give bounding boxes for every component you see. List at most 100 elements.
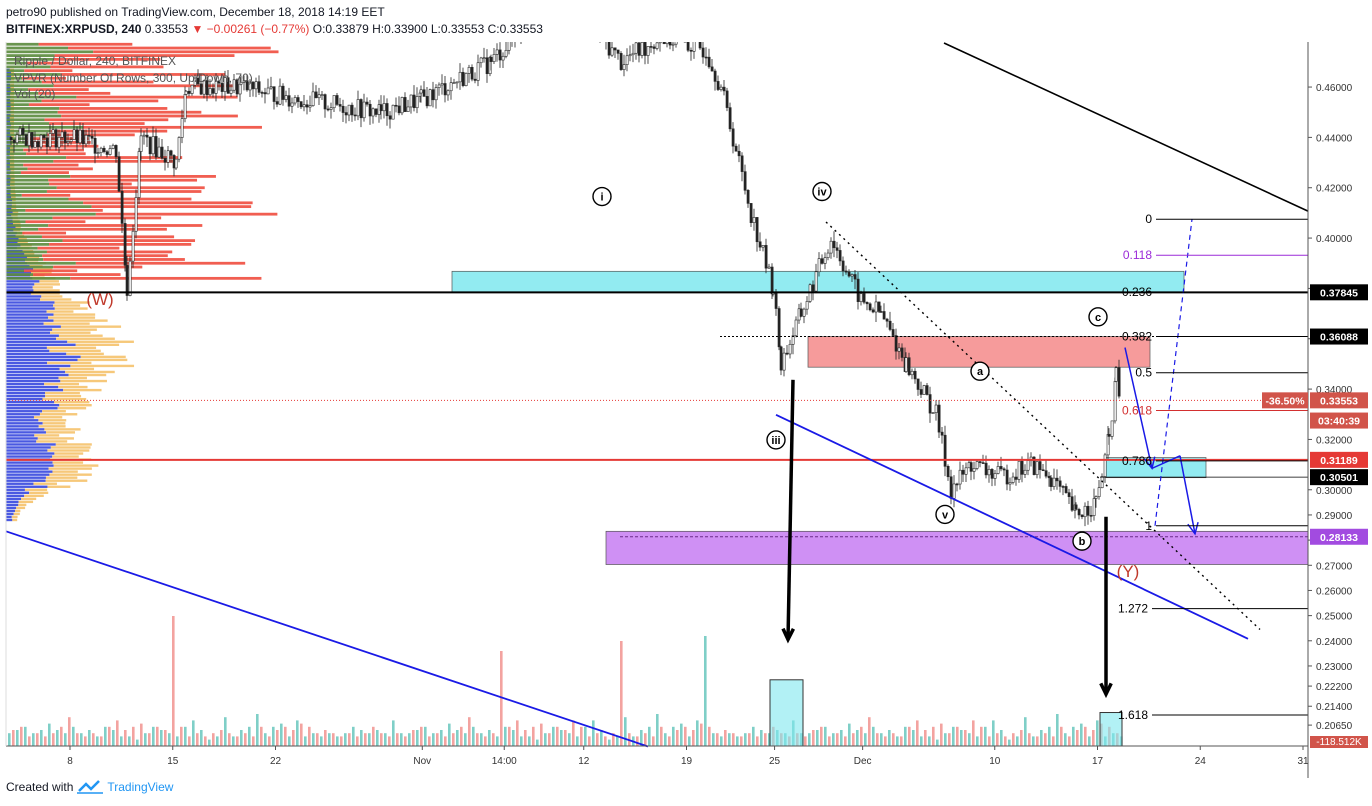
volume-bar bbox=[232, 736, 235, 746]
volume-bar bbox=[104, 726, 107, 746]
vpvr-upper-up-bar bbox=[6, 216, 53, 220]
vpvr-upper-up-bar bbox=[6, 242, 50, 246]
volume-bar bbox=[648, 726, 651, 746]
vpvr-upper-up-bar bbox=[6, 61, 27, 65]
candle-body bbox=[949, 476, 953, 499]
wave-label-c-circle bbox=[1088, 307, 1108, 327]
volume-bar bbox=[360, 730, 363, 746]
candle-body bbox=[90, 135, 94, 139]
volume-bar bbox=[712, 733, 715, 746]
candle-body bbox=[501, 55, 505, 61]
volume-bar bbox=[372, 726, 375, 746]
vpvr-upper-down-bar bbox=[38, 227, 167, 231]
volume-bar bbox=[416, 730, 419, 746]
volume-bar bbox=[208, 739, 211, 746]
volume-bar bbox=[344, 733, 347, 746]
candle-body bbox=[385, 103, 389, 117]
volume-bar bbox=[952, 726, 955, 746]
price-tick-label: 0.23000 bbox=[1316, 662, 1353, 673]
vpvr-upper-down-bar bbox=[82, 125, 262, 129]
candle-body bbox=[749, 203, 753, 223]
vpvr-up-bar bbox=[6, 343, 76, 346]
tradingview-brand[interactable]: TradingView bbox=[107, 780, 174, 794]
vpvr-down-bar bbox=[45, 479, 88, 482]
vpvr-up-bar bbox=[6, 422, 43, 425]
volume-bar bbox=[736, 736, 739, 746]
candle-body bbox=[45, 137, 49, 148]
fib-label: 0.618 bbox=[1122, 403, 1152, 417]
candle-body bbox=[826, 252, 830, 258]
vpvr-down-bar bbox=[12, 222, 21, 226]
vpvr-up-bar bbox=[6, 352, 67, 356]
vpvr-up-bar bbox=[6, 89, 11, 93]
volume-bar bbox=[548, 733, 551, 746]
vpvr-upper-down-bar bbox=[95, 212, 278, 216]
chart-background bbox=[0, 42, 1372, 778]
vpvr-upper-down-bar bbox=[62, 239, 196, 242]
candle-body bbox=[622, 64, 626, 70]
candle-body bbox=[27, 132, 31, 146]
vpvr-down-bar bbox=[39, 413, 78, 416]
time-tick-label: 8 bbox=[67, 756, 73, 767]
volume-bar bbox=[876, 733, 879, 746]
volume-bar bbox=[700, 723, 703, 746]
chart-header: petro90 published on TradingView.com, De… bbox=[0, 0, 1372, 42]
vpvr-down-bar bbox=[52, 328, 97, 331]
fib-label: 0 bbox=[1145, 212, 1152, 226]
volume-bar bbox=[1052, 736, 1055, 746]
vpvr-up-bar bbox=[6, 319, 54, 322]
candle-body bbox=[674, 42, 678, 45]
candle-body bbox=[428, 89, 432, 107]
candle-body bbox=[42, 134, 46, 139]
vpvr-up-bar bbox=[6, 349, 50, 353]
vpvr-upper-down-bar bbox=[49, 122, 145, 125]
fibonacci-levels[interactable]: 0 0.118 0.236 0.382 0.5 0.618 0.786 1 1.272 1.618 bbox=[1118, 212, 1308, 722]
vpvr-down-bar bbox=[63, 388, 102, 392]
candle-body bbox=[397, 105, 401, 114]
vpvr-upper-up-bar bbox=[6, 99, 42, 103]
price-tick-label: 0.30000 bbox=[1316, 486, 1353, 497]
candle-body bbox=[242, 80, 246, 83]
price-tick-label: 0.44000 bbox=[1316, 133, 1353, 144]
volume-bar bbox=[708, 726, 711, 746]
long-resistance-line bbox=[943, 42, 1309, 212]
candle-body bbox=[184, 90, 188, 95]
candle-body bbox=[802, 308, 806, 317]
vpvr-upper-up-bar bbox=[6, 80, 42, 84]
vpvr-upper-down-bar bbox=[48, 178, 198, 182]
vpvr-up-bar bbox=[6, 467, 49, 470]
fib-label: 1 bbox=[1145, 519, 1152, 533]
vpvr-down-bar bbox=[77, 358, 128, 362]
volume-bar bbox=[892, 733, 895, 746]
vpvr-down-bar bbox=[11, 207, 17, 211]
vpvr-down-bar bbox=[45, 476, 78, 479]
price-chart[interactable]: 0 0.118 0.236 0.382 0.5 0.618 0.786 1 1.272 1.618… bbox=[0, 42, 1372, 778]
candle-body bbox=[238, 83, 242, 95]
candle-body bbox=[476, 62, 480, 81]
candle-body bbox=[788, 343, 792, 355]
candle-body bbox=[916, 378, 920, 390]
candle-body bbox=[952, 483, 956, 499]
vpvr-up-bar bbox=[6, 283, 35, 286]
volume-bar bbox=[620, 641, 623, 746]
vpvr-upper-up-bar bbox=[6, 167, 28, 171]
candle-body bbox=[235, 79, 239, 95]
vpvr-up-bar bbox=[6, 180, 11, 183]
time-tick-label: 10 bbox=[989, 756, 1001, 767]
volume-bar bbox=[20, 726, 23, 746]
candle-body bbox=[799, 308, 803, 317]
candle-body bbox=[999, 466, 1003, 470]
candle-body bbox=[504, 49, 508, 57]
wave-label-i: i bbox=[600, 192, 603, 204]
vpvr-down-bar bbox=[32, 286, 53, 289]
vpvr-up-bar bbox=[6, 425, 39, 428]
trend-lines[interactable] bbox=[5, 42, 1309, 748]
volume-bar bbox=[32, 733, 35, 746]
vpvr-up-bar bbox=[6, 373, 69, 377]
volume-bar bbox=[540, 723, 543, 746]
vpvr-up-bar bbox=[6, 304, 54, 307]
volume-bar bbox=[688, 736, 691, 746]
candle-body bbox=[365, 101, 369, 105]
candle-body bbox=[823, 257, 827, 264]
candlesticks[interactable] bbox=[9, 42, 1121, 527]
